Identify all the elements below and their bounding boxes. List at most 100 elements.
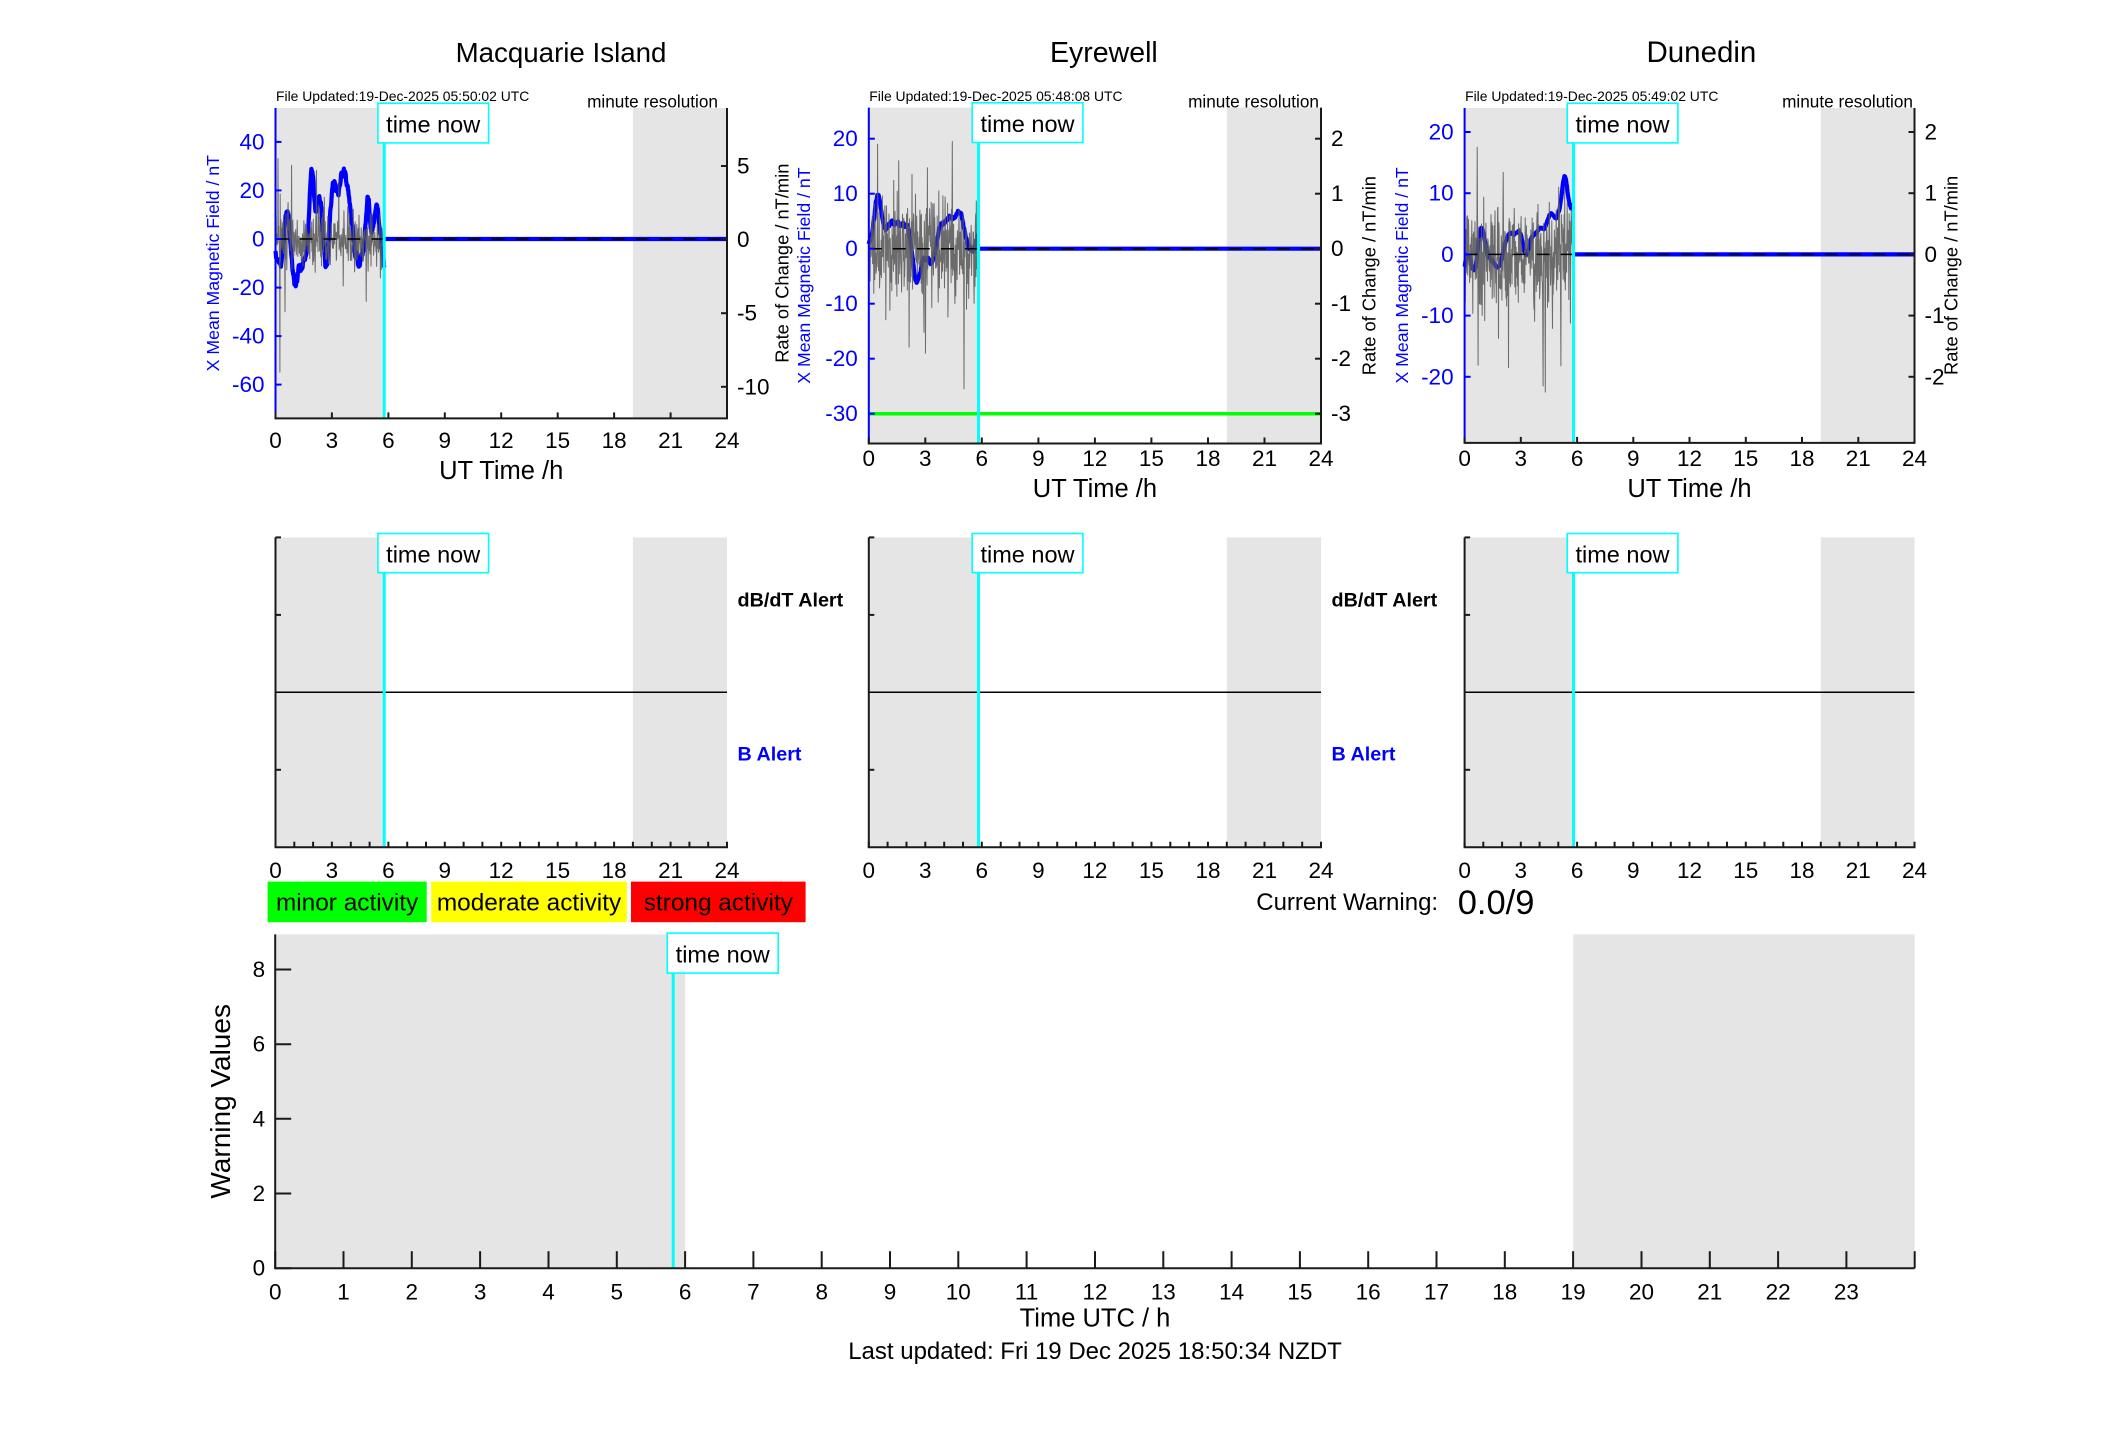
- svg-text:Eyrewell: Eyrewell: [1050, 37, 1158, 69]
- svg-text:dB/dT Alert: dB/dT Alert: [1332, 589, 1438, 611]
- svg-text:1: 1: [1925, 181, 1938, 206]
- svg-text:strong activity: strong activity: [644, 889, 794, 916]
- svg-text:0: 0: [1458, 858, 1471, 883]
- svg-text:3: 3: [919, 446, 932, 471]
- svg-text:16: 16: [1356, 1279, 1381, 1304]
- svg-text:20: 20: [239, 178, 264, 203]
- svg-text:3: 3: [326, 428, 339, 453]
- svg-text:dB/dT Alert: dB/dT Alert: [738, 589, 844, 611]
- svg-text:File Updated:19-Dec-2025 05:49: File Updated:19-Dec-2025 05:49:02 UTC: [1465, 88, 1718, 104]
- svg-text:5: 5: [737, 154, 750, 179]
- svg-text:time now: time now: [676, 942, 771, 968]
- svg-text:24: 24: [1902, 446, 1927, 471]
- svg-text:14: 14: [1219, 1279, 1244, 1304]
- svg-text:18: 18: [1195, 446, 1220, 471]
- svg-text:13: 13: [1151, 1279, 1176, 1304]
- svg-text:9: 9: [884, 1279, 897, 1304]
- svg-text:21: 21: [658, 428, 683, 453]
- svg-text:2: 2: [1925, 120, 1938, 145]
- svg-text:-10: -10: [825, 291, 858, 316]
- svg-text:Rate of Change / nT/min: Rate of Change / nT/min: [1941, 176, 1962, 375]
- svg-text:0: 0: [1331, 236, 1344, 261]
- svg-text:File Updated:19-Dec-2025 05:48: File Updated:19-Dec-2025 05:48:08 UTC: [869, 88, 1122, 104]
- svg-text:21: 21: [1697, 1279, 1722, 1304]
- svg-text:2: 2: [253, 1181, 266, 1206]
- svg-text:X Mean Magnetic Field / nT: X Mean Magnetic Field / nT: [1392, 167, 1412, 383]
- svg-text:minute resolution: minute resolution: [587, 92, 718, 112]
- svg-text:4: 4: [542, 1279, 555, 1304]
- svg-text:12: 12: [489, 428, 514, 453]
- svg-text:0: 0: [269, 858, 282, 883]
- svg-text:20: 20: [1629, 1279, 1654, 1304]
- svg-text:-20: -20: [825, 346, 858, 371]
- svg-text:12: 12: [1082, 1279, 1107, 1304]
- svg-text:15: 15: [545, 858, 570, 883]
- svg-text:19: 19: [1561, 1279, 1586, 1304]
- svg-text:X Mean Magnetic Field / nT: X Mean Magnetic Field / nT: [794, 167, 814, 383]
- svg-text:12: 12: [1082, 446, 1107, 471]
- svg-text:18: 18: [602, 858, 627, 883]
- svg-text:15: 15: [1733, 858, 1758, 883]
- svg-text:B Alert: B Alert: [1332, 744, 1396, 766]
- svg-text:minute resolution: minute resolution: [1782, 92, 1913, 112]
- svg-text:time now: time now: [980, 542, 1075, 568]
- svg-text:24: 24: [714, 428, 739, 453]
- svg-text:X Mean Magnetic Field / nT: X Mean Magnetic Field / nT: [203, 155, 223, 371]
- svg-text:3: 3: [326, 858, 339, 883]
- svg-text:2: 2: [1331, 126, 1344, 151]
- svg-text:18: 18: [1789, 446, 1814, 471]
- svg-text:time now: time now: [1575, 542, 1670, 568]
- svg-text:18: 18: [1492, 1279, 1517, 1304]
- svg-text:2: 2: [406, 1279, 419, 1304]
- svg-text:-1: -1: [1331, 291, 1351, 316]
- svg-text:21: 21: [1846, 446, 1871, 471]
- svg-text:9: 9: [1627, 858, 1640, 883]
- svg-text:0: 0: [269, 428, 282, 453]
- svg-text:24: 24: [1308, 858, 1333, 883]
- svg-text:-2: -2: [1925, 364, 1945, 389]
- svg-text:24: 24: [1902, 858, 1927, 883]
- svg-text:0.0/9: 0.0/9: [1458, 884, 1535, 922]
- svg-text:9: 9: [439, 858, 452, 883]
- svg-text:12: 12: [1082, 858, 1107, 883]
- svg-text:-10: -10: [737, 374, 770, 399]
- svg-text:time now: time now: [980, 111, 1075, 137]
- svg-text:8: 8: [253, 957, 266, 982]
- svg-text:Current Warning:: Current Warning:: [1256, 889, 1438, 916]
- svg-text:Warning Values: Warning Values: [205, 1004, 236, 1199]
- svg-text:15: 15: [1139, 446, 1164, 471]
- svg-text:moderate activity: moderate activity: [437, 889, 622, 916]
- svg-text:UT Time /h: UT Time /h: [1033, 475, 1157, 503]
- svg-text:-3: -3: [1331, 401, 1351, 426]
- svg-text:24: 24: [714, 858, 739, 883]
- svg-text:File Updated:19-Dec-2025 05:50: File Updated:19-Dec-2025 05:50:02 UTC: [276, 88, 529, 104]
- svg-text:6: 6: [382, 428, 395, 453]
- svg-text:6: 6: [976, 858, 989, 883]
- svg-text:15: 15: [545, 428, 570, 453]
- svg-text:0: 0: [737, 227, 750, 252]
- svg-text:18: 18: [1789, 858, 1814, 883]
- svg-text:time now: time now: [386, 542, 481, 568]
- svg-text:10: 10: [946, 1279, 971, 1304]
- svg-text:6: 6: [253, 1032, 266, 1057]
- svg-text:22: 22: [1766, 1279, 1791, 1304]
- svg-text:UT Time /h: UT Time /h: [1627, 475, 1751, 503]
- svg-text:21: 21: [1846, 858, 1871, 883]
- svg-text:12: 12: [1677, 858, 1702, 883]
- svg-text:24: 24: [1308, 446, 1333, 471]
- svg-text:20: 20: [833, 126, 858, 151]
- svg-text:12: 12: [489, 858, 514, 883]
- svg-text:-20: -20: [232, 275, 265, 300]
- svg-text:-2: -2: [1331, 346, 1351, 371]
- svg-text:7: 7: [747, 1279, 760, 1304]
- svg-text:B Alert: B Alert: [738, 744, 802, 766]
- svg-text:4: 4: [253, 1106, 266, 1131]
- svg-text:Time UTC / h: Time UTC / h: [1020, 1305, 1171, 1333]
- svg-text:40: 40: [239, 129, 264, 154]
- svg-text:6: 6: [1571, 858, 1584, 883]
- svg-text:10: 10: [1429, 181, 1454, 206]
- svg-text:0: 0: [1458, 446, 1471, 471]
- svg-text:3: 3: [919, 858, 932, 883]
- svg-text:0: 0: [863, 858, 876, 883]
- svg-text:3: 3: [1515, 446, 1528, 471]
